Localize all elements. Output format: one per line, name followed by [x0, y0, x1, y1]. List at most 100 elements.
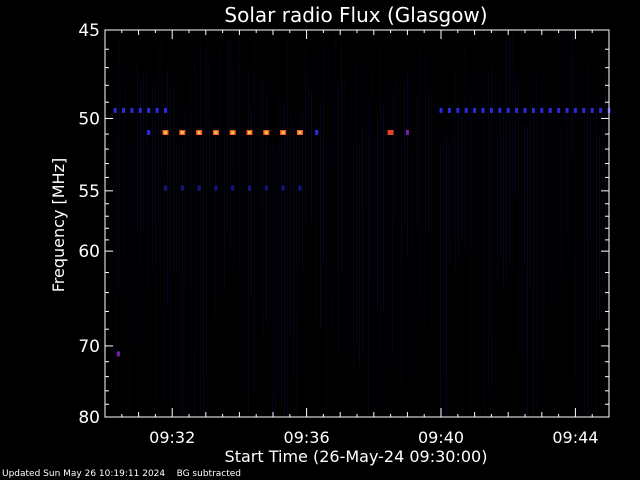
noise-streak	[254, 39, 255, 395]
noise-streak	[368, 100, 369, 418]
emission-point	[439, 107, 443, 113]
y-tick-label: 70	[78, 337, 100, 357]
y-axis-label: Frequency [MHz]	[49, 158, 68, 292]
noise-streak	[563, 31, 564, 351]
noise-streak	[419, 48, 420, 298]
noise-streak	[131, 83, 132, 417]
noise-streak	[449, 139, 450, 265]
noise-streak	[251, 106, 252, 299]
noise-streak	[512, 30, 513, 271]
noise-streak	[218, 50, 219, 181]
noise-streak	[551, 147, 552, 417]
x-tick-label: 09:32	[149, 428, 195, 447]
emission-core	[164, 131, 167, 134]
noise-streak	[341, 42, 342, 271]
noise-streak	[497, 133, 498, 283]
noise-streak	[113, 135, 114, 413]
emission-point	[113, 107, 117, 113]
noise-streak	[227, 36, 228, 231]
emission-point	[557, 107, 561, 113]
noise-streak	[302, 109, 303, 271]
noise-streak	[479, 69, 480, 217]
emission-core	[264, 131, 268, 134]
emission-point	[405, 130, 409, 135]
emission-core	[298, 131, 302, 134]
y-tick-label: 55	[78, 182, 100, 202]
noise-streak	[185, 106, 186, 375]
noise-streak	[230, 37, 231, 253]
y-tick-label: 60	[78, 242, 100, 262]
noise-streak	[296, 135, 297, 417]
footer: Updated Sun May 26 10:19:11 2024 BG subt…	[2, 469, 241, 479]
noise-streak	[365, 55, 366, 212]
noise-streak	[173, 82, 174, 274]
noise-streak	[377, 114, 378, 309]
noise-streak	[164, 111, 165, 405]
noise-streak	[560, 130, 561, 277]
noise-streak	[293, 123, 294, 378]
noise-streak	[281, 139, 282, 406]
noise-streak	[332, 78, 333, 335]
noise-streak	[188, 68, 189, 285]
emission-point	[147, 130, 151, 135]
noise-streak	[527, 125, 528, 417]
noise-streak	[278, 89, 279, 398]
noise-streak	[182, 141, 183, 417]
noise-streak	[593, 69, 594, 324]
emission-core	[180, 131, 184, 134]
noise-streak	[494, 103, 495, 340]
emission-core	[197, 131, 201, 134]
emission-point	[548, 107, 552, 113]
noise-streak	[536, 76, 537, 408]
noise-streak	[242, 87, 243, 319]
noise-streak	[260, 33, 261, 314]
noise-streak	[425, 55, 426, 333]
noise-streak	[170, 82, 171, 417]
noise-streak	[275, 146, 276, 417]
noise-streak	[152, 86, 153, 270]
noise-streak	[284, 106, 285, 417]
noise-streak	[107, 97, 108, 249]
noise-streak	[431, 88, 432, 331]
noise-streak	[221, 32, 222, 296]
emission-point	[155, 107, 159, 113]
noise-streak	[155, 78, 156, 401]
noise-streak	[347, 117, 348, 417]
noise-streak	[590, 114, 591, 239]
noise-streak	[392, 93, 393, 355]
emission-point	[489, 107, 493, 113]
noise-streak	[566, 108, 567, 231]
noise-streak	[554, 58, 555, 417]
emission-point	[506, 107, 510, 113]
noise-streak	[194, 62, 195, 418]
noise-streak	[407, 71, 408, 258]
noise-streak	[491, 60, 492, 389]
noise-streak	[338, 84, 339, 353]
noise-streak	[410, 36, 411, 251]
noise-streak	[578, 60, 579, 308]
noise-streak	[305, 50, 306, 224]
noise-streak	[176, 119, 177, 275]
noise-streak	[122, 110, 123, 273]
emission-core	[214, 131, 218, 134]
noise-streak	[539, 125, 540, 399]
noise-streak	[524, 121, 525, 265]
noise-streak	[380, 45, 381, 356]
noise-streak	[179, 121, 180, 417]
noise-streak	[434, 104, 435, 251]
noise-streak	[455, 74, 456, 275]
noise-streak	[446, 131, 447, 417]
noise-streak	[542, 71, 543, 360]
noise-streak	[485, 91, 486, 417]
noise-streak	[374, 140, 375, 417]
noise-streak	[146, 72, 147, 286]
axis-ticks: 45 50 55 60 70 80 09:32 09:36 09:40 09:44	[78, 21, 609, 447]
noise-streak	[125, 88, 126, 256]
emission-point	[456, 107, 460, 113]
noise-streak	[323, 51, 324, 264]
noise-streak	[314, 52, 315, 348]
noise-streak	[464, 44, 465, 252]
noise-streak	[272, 138, 273, 417]
noise-streak	[233, 65, 234, 397]
emission-point	[315, 130, 319, 135]
